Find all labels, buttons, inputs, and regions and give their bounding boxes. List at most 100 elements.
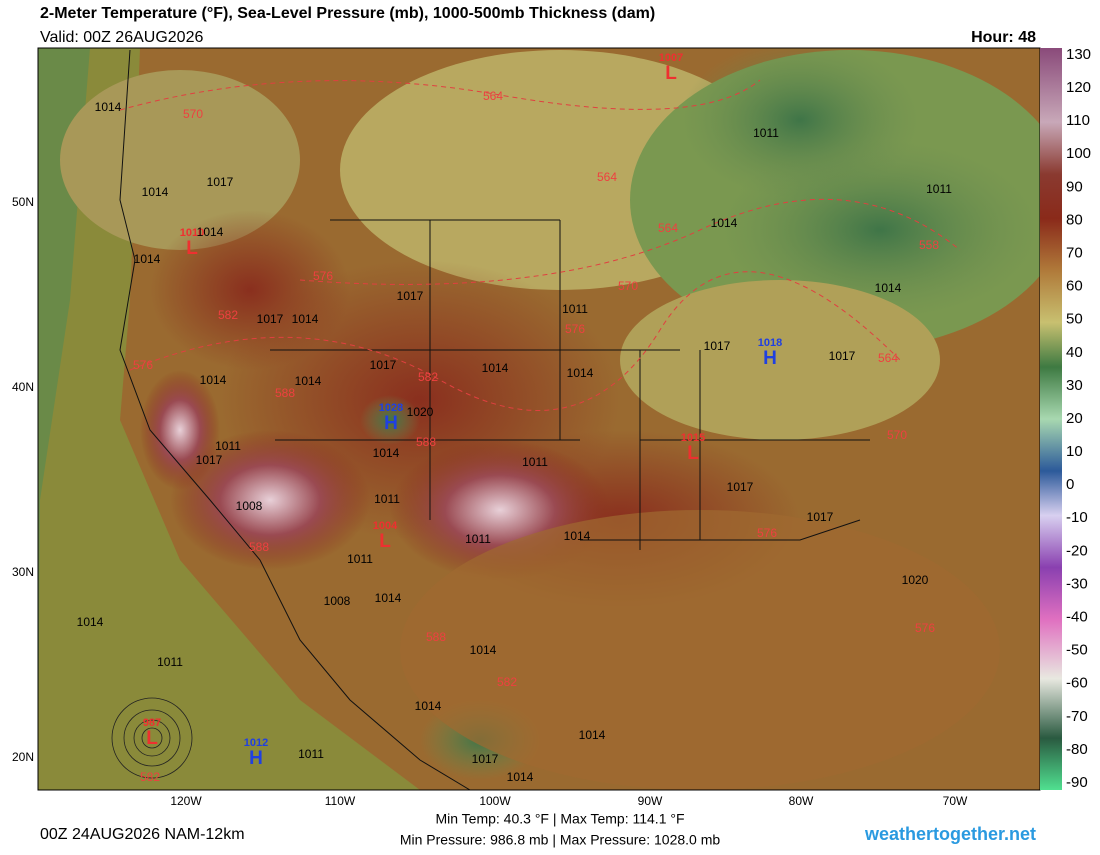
isobar-label: 1011 <box>157 655 183 669</box>
pressure-center-value: 987 <box>143 717 161 729</box>
isobar-label: 1011 <box>347 552 373 566</box>
thickness-label: 564 <box>658 221 678 235</box>
colorbar-tick-label: 20 <box>1066 410 1083 427</box>
isobar-label: 1014 <box>470 643 497 657</box>
longitude-label: 120W <box>170 794 202 808</box>
isobar-label: 1011 <box>926 182 952 196</box>
thickness-label: 582 <box>418 370 438 384</box>
isobar-label: 1014 <box>197 225 224 239</box>
thickness-label: 588 <box>275 386 295 400</box>
isobar-label: 1011 <box>465 532 491 546</box>
isobar-label: 1014 <box>567 366 594 380</box>
isobar-label: 1014 <box>375 591 402 605</box>
longitude-label: 80W <box>789 794 814 808</box>
isobar-label: 1017 <box>727 480 754 494</box>
map <box>38 48 1040 790</box>
colorbar-tick-label: 110 <box>1066 112 1090 129</box>
site-name: weathertogether.net <box>864 824 1036 844</box>
pressure-center-value: 1028 <box>379 402 403 414</box>
colorbar-tick-label: 100 <box>1066 145 1091 162</box>
isobar-label: 1017 <box>807 510 834 524</box>
isobar-label: 1014 <box>564 529 591 543</box>
pressure-center-value: 1015 <box>681 432 705 444</box>
isobar-label: 1017 <box>196 453 223 467</box>
isobar-label: 1011 <box>562 302 588 316</box>
model-run: 00Z 24AUG2026 NAM-12km <box>40 826 245 843</box>
colorbar-tick-label: 40 <box>1066 344 1083 361</box>
colorbar-tick-label: -60 <box>1066 675 1088 692</box>
isobar-label: 1011 <box>215 439 241 453</box>
colorbar-tick-label: -50 <box>1066 642 1088 659</box>
thickness-label: 576 <box>133 358 153 372</box>
pressure-center-letter: L <box>146 728 158 749</box>
isobar-label: 1014 <box>292 312 319 326</box>
pressure-center-value: 1012 <box>244 737 268 749</box>
latitude-label: 30N <box>12 565 34 579</box>
thickness-label: 564 <box>483 89 503 103</box>
latitude-label: 50N <box>12 195 34 209</box>
colorbar-tick-label: 70 <box>1066 245 1083 262</box>
colorbar-tick-label: -70 <box>1066 708 1088 725</box>
pressure-center-value: 1004 <box>373 520 398 532</box>
isobar-label: 1008 <box>324 594 351 608</box>
isobar-label: 1014 <box>875 281 902 295</box>
isobar-label: 1014 <box>77 615 104 629</box>
pressure-center-letter: L <box>379 531 391 552</box>
isobar-label: 1017 <box>704 339 731 353</box>
colorbar-tick-label: -90 <box>1066 774 1088 791</box>
latitude-label: 40N <box>12 380 34 394</box>
latitude-label: 20N <box>12 750 34 764</box>
isobar-label: 1014 <box>142 185 169 199</box>
colorbar-tick-label: -20 <box>1066 542 1088 559</box>
thickness-label: 576 <box>757 526 777 540</box>
colorbar-tick-label: 50 <box>1066 311 1083 328</box>
isobar-label: 1014 <box>295 374 322 388</box>
isobar-label: 1014 <box>415 699 442 713</box>
colorbar <box>1040 48 1062 790</box>
colorbar-tick-label: -10 <box>1066 509 1088 526</box>
pressure-center-letter: H <box>763 348 777 369</box>
colorbar-tick-label: 80 <box>1066 211 1083 228</box>
colorbar-tick-label: -40 <box>1066 609 1088 626</box>
isobar-label: 1017 <box>829 349 856 363</box>
thickness-label: 582 <box>497 675 517 689</box>
isobar-label: 1014 <box>373 446 400 460</box>
thickness-label: 570 <box>887 428 907 442</box>
thickness-label: 558 <box>919 238 939 252</box>
colorbar-tick-label: 30 <box>1066 377 1083 394</box>
thickness-label: 588 <box>426 630 446 644</box>
thickness-label: 582 <box>140 770 160 784</box>
isobar-label: 1014 <box>482 361 509 375</box>
isobar-label: 1017 <box>257 312 284 326</box>
pressure-center-letter: L <box>687 443 699 464</box>
thickness-label: 570 <box>183 107 203 121</box>
isobar-label: 1017 <box>207 175 234 189</box>
isobar-label: 1014 <box>134 252 161 266</box>
colorbar-tick-label: -30 <box>1066 575 1088 592</box>
isobar-label: 1008 <box>236 499 263 513</box>
temperature-range: Min Temp: 40.3 °F | Max Temp: 114.1 °F <box>435 811 684 827</box>
isobar-label: 1014 <box>95 100 122 114</box>
colorbar-tick-label: 10 <box>1066 443 1083 460</box>
isobar-label: 1020 <box>407 405 434 419</box>
pressure-center-value: 1018 <box>758 337 782 349</box>
thickness-label: 564 <box>597 170 617 184</box>
forecast-hour: Hour: 48 <box>971 29 1036 46</box>
colorbar-tick-label: 60 <box>1066 278 1083 295</box>
colorbar-tick-label: 130 <box>1066 46 1091 63</box>
pressure-center-value: 1007 <box>659 52 683 64</box>
isobar-label: 1014 <box>711 216 738 230</box>
thickness-label: 570 <box>618 279 638 293</box>
valid-time: Valid: 00Z 26AUG2026 <box>40 29 203 46</box>
longitude-label: 90W <box>638 794 663 808</box>
longitude-label: 70W <box>943 794 968 808</box>
isobar-label: 1017 <box>397 289 424 303</box>
isobar-label: 1020 <box>902 573 929 587</box>
thickness-label: 576 <box>565 322 585 336</box>
pressure-center-letter: L <box>186 238 198 259</box>
isobar-label: 1014 <box>200 373 227 387</box>
thickness-label: 576 <box>313 269 333 283</box>
longitude-label: 100W <box>479 794 511 808</box>
isobar-label: 1014 <box>579 728 606 742</box>
colorbar-tick-label: 0 <box>1066 476 1074 493</box>
